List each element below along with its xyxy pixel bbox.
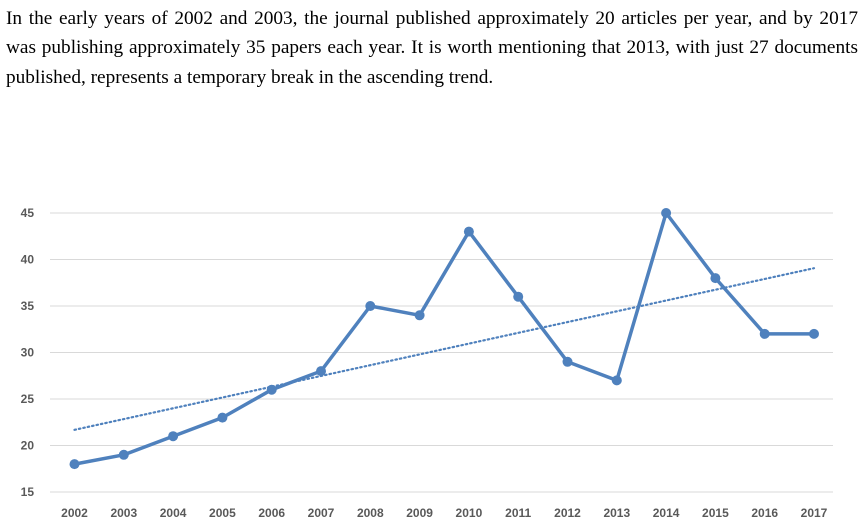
- body-paragraph: In the early years of 2002 and 2003, the…: [6, 8, 858, 88]
- data-point: [414, 310, 425, 321]
- x-tick-label: 2006: [258, 506, 285, 520]
- x-tick-label: 2010: [456, 506, 483, 520]
- x-tick-label: 2007: [308, 506, 335, 520]
- y-tick-label: 40: [21, 253, 35, 267]
- data-point: [513, 291, 524, 302]
- x-tick-label: 2008: [357, 506, 384, 520]
- x-axis-ticks: 2002 2003 2004 2005 2006 2007 2008 2009 2010 2011…: [61, 506, 828, 520]
- data-point: [316, 366, 326, 377]
- x-tick-label: 2009: [406, 506, 433, 520]
- gridlines: [50, 212, 833, 493]
- trendline-path: [73, 267, 816, 431]
- series: [69, 208, 819, 470]
- trendline: [73, 267, 816, 431]
- data-point: [266, 384, 277, 395]
- x-tick-label: 2011: [505, 506, 531, 520]
- data-point: [710, 273, 721, 284]
- x-tick-label: 2014: [653, 506, 680, 520]
- x-tick-label: 2005: [209, 506, 236, 520]
- data-point: [611, 375, 622, 386]
- x-tick-label: 2013: [603, 506, 630, 520]
- data-point: [69, 459, 80, 470]
- y-tick-label: 25: [21, 392, 35, 406]
- y-axis-ticks: 15 20 25 30 35 40 45: [21, 206, 35, 499]
- x-tick-label: 2015: [702, 506, 729, 520]
- data-point: [365, 301, 376, 311]
- data-point: [217, 412, 228, 423]
- data-point: [463, 226, 474, 237]
- x-tick-label: 2002: [61, 506, 88, 520]
- y-tick-label: 45: [21, 206, 35, 220]
- data-point: [759, 328, 770, 339]
- data-point: [809, 328, 819, 339]
- x-tick-label: 2004: [160, 506, 187, 520]
- data-point: [168, 431, 179, 442]
- y-tick-label: 20: [21, 439, 35, 453]
- x-tick-label: 2016: [751, 506, 778, 520]
- data-point: [562, 356, 573, 367]
- y-tick-label: 15: [21, 485, 35, 499]
- y-tick-label: 35: [21, 299, 35, 313]
- data-point: [118, 449, 129, 460]
- x-tick-label: 2012: [554, 506, 581, 520]
- series-line: [74, 211, 814, 466]
- x-tick-label: 2017: [801, 506, 828, 520]
- y-tick-label: 30: [21, 346, 35, 360]
- data-point: [661, 208, 672, 218]
- x-tick-label: 2003: [110, 506, 137, 520]
